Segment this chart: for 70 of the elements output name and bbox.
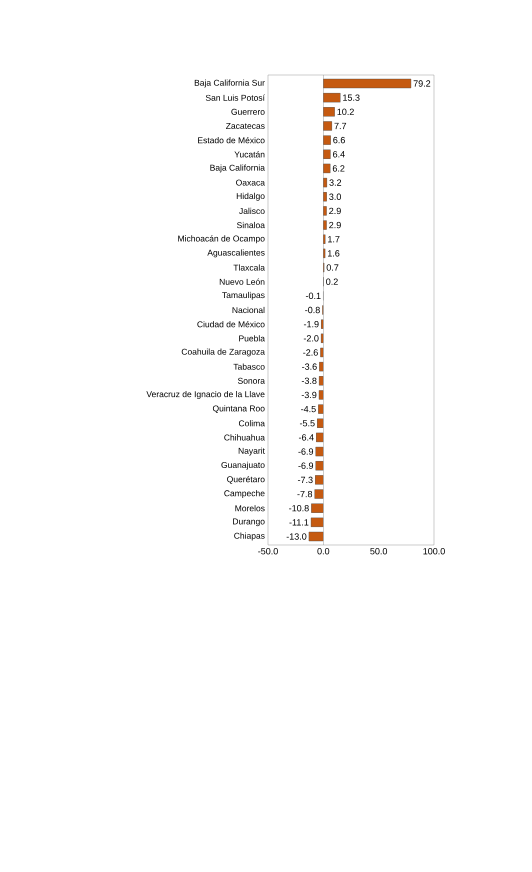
- data-label: -0.1: [306, 292, 321, 300]
- data-label: -0.8: [305, 306, 320, 314]
- data-label: 1.6: [328, 250, 340, 257]
- y-tick-label: Ciudad de México: [197, 320, 265, 328]
- y-tick-label: Nayarit: [238, 448, 265, 456]
- data-label: 79.2: [414, 80, 430, 87]
- y-tick-label: Chiapas: [234, 532, 265, 540]
- data-label: 7.7: [334, 122, 346, 130]
- y-tick-label: Durango: [233, 518, 265, 526]
- y-tick-label: Colima: [238, 420, 265, 426]
- y-tick-label: Zacatecas: [226, 123, 265, 129]
- data-label: 0.7: [326, 264, 338, 271]
- x-tick-label: 0.0: [317, 548, 330, 554]
- data-label: 10.2: [338, 108, 354, 115]
- y-tick-label: Nacional: [232, 306, 264, 314]
- y-tick-label: San Luis Potosí: [206, 94, 265, 101]
- data-label: 1.7: [328, 236, 340, 242]
- y-tick-label: Guanajuato: [221, 462, 265, 470]
- data-label: -7.3: [298, 476, 313, 484]
- data-label: 6.4: [333, 151, 345, 158]
- y-tick-label: Coahuila de Zaragoza: [182, 348, 265, 356]
- data-label: -6.4: [298, 434, 314, 441]
- data-label: -6.9: [298, 462, 314, 469]
- data-label: 6.2: [332, 165, 344, 172]
- y-tick-label: Tlaxcala: [234, 264, 265, 271]
- data-label: -5.5: [300, 420, 315, 426]
- data-label: -3.6: [302, 363, 317, 370]
- y-tick-label: Yucatán: [234, 151, 264, 158]
- y-tick-label: Tabasco: [233, 364, 265, 370]
- data-label: 3.2: [329, 179, 342, 186]
- data-label: -3.8: [302, 378, 317, 384]
- data-label: 0.2: [326, 278, 338, 285]
- data-label: 2.9: [329, 222, 341, 228]
- data-label: 15.3: [343, 94, 360, 101]
- data-label: -13.0: [286, 533, 306, 540]
- data-label: -2.6: [303, 349, 318, 356]
- y-tick-label: Tamaulipas: [222, 292, 265, 300]
- data-label: -3.9: [302, 392, 316, 398]
- y-tick-label: Campeche: [224, 490, 265, 498]
- y-tick-label: Sonora: [238, 378, 265, 384]
- data-label: -11.1: [289, 519, 308, 526]
- y-tick-label: Jalisco: [239, 208, 265, 214]
- y-tick-label: Veracruz de Ignacio de la Llave: [146, 390, 265, 399]
- data-label: -1.9: [304, 320, 319, 328]
- data-label: 3.0: [329, 194, 342, 200]
- data-label: -6.9: [298, 448, 314, 455]
- y-tick-label: Hidalgo: [236, 192, 265, 201]
- y-tick-label: Chihuahua: [224, 434, 265, 441]
- y-tick-label: Baja California Sur: [194, 80, 265, 88]
- data-label: -4.5: [301, 406, 316, 412]
- y-tick-label: Sinaloa: [237, 222, 265, 228]
- y-tick-label: Oaxaca: [236, 180, 265, 186]
- y-tick-label: Puebla: [239, 335, 265, 342]
- data-label: -7.8: [297, 490, 312, 498]
- y-tick-label: Nuevo León: [220, 278, 264, 285]
- data-label: -2.0: [304, 335, 319, 342]
- y-tick-label: Michoacán de Ocampo: [178, 235, 265, 244]
- x-tick-label: 100.0: [423, 548, 445, 554]
- x-tick-label: 50.0: [370, 548, 388, 554]
- y-tick-label: Guerrero: [231, 108, 265, 115]
- data-label: 6.6: [333, 136, 345, 144]
- x-tick-label: -50.0: [258, 548, 278, 554]
- data-label: 2.9: [329, 208, 341, 214]
- y-tick-label: Baja California: [210, 164, 265, 172]
- data-label: -10.8: [289, 505, 309, 512]
- y-tick-label: Aguascalientes: [207, 249, 265, 258]
- y-tick-label: Morelos: [235, 505, 265, 512]
- y-tick-label: Querétaro: [227, 476, 265, 484]
- y-tick-label: Quintana Roo: [212, 405, 265, 413]
- y-tick-label: Estado de México: [198, 136, 265, 144]
